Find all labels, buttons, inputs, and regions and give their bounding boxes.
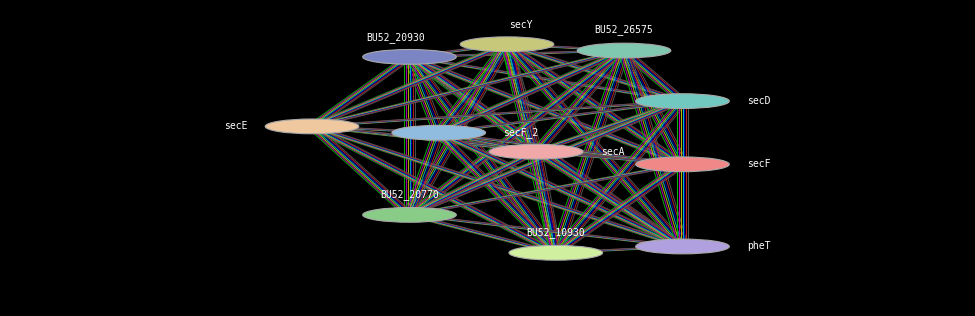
Text: pheT: pheT — [747, 241, 770, 252]
Ellipse shape — [265, 119, 359, 134]
Text: BU52_20930: BU52_20930 — [366, 32, 425, 43]
Text: secF: secF — [747, 159, 770, 169]
Ellipse shape — [577, 43, 671, 58]
Text: secE: secE — [224, 121, 248, 131]
Text: BU52_20770: BU52_20770 — [380, 189, 439, 200]
Text: secY: secY — [509, 20, 532, 30]
Text: secA: secA — [601, 147, 624, 157]
Ellipse shape — [363, 50, 456, 64]
Ellipse shape — [636, 239, 729, 254]
Text: secD: secD — [747, 96, 770, 106]
Text: BU52_10930: BU52_10930 — [526, 227, 585, 238]
Text: BU52_26575: BU52_26575 — [595, 24, 653, 35]
Ellipse shape — [636, 157, 729, 172]
Ellipse shape — [489, 144, 583, 159]
Ellipse shape — [636, 94, 729, 108]
Text: secF_2: secF_2 — [503, 127, 538, 138]
Ellipse shape — [460, 37, 554, 52]
Ellipse shape — [363, 208, 456, 222]
Ellipse shape — [392, 125, 486, 140]
Ellipse shape — [509, 246, 603, 260]
